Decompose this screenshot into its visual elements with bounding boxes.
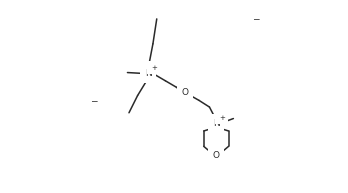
Text: N: N	[145, 69, 151, 78]
Text: O: O	[181, 88, 188, 97]
Text: O: O	[213, 151, 220, 160]
Text: −: −	[90, 97, 98, 106]
Text: I: I	[88, 101, 91, 111]
Text: N: N	[213, 119, 220, 128]
Text: +: +	[219, 115, 225, 121]
Text: I: I	[250, 19, 253, 29]
Text: −: −	[252, 14, 260, 23]
Text: +: +	[151, 65, 157, 71]
